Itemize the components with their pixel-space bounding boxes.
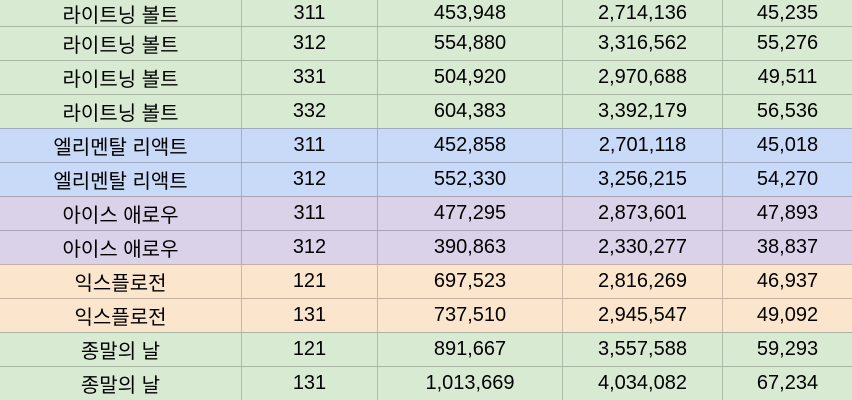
- cell-value-1[interactable]: 604,383: [378, 95, 563, 128]
- cell-value-1[interactable]: 453,948: [378, 0, 563, 26]
- cell-code[interactable]: 311: [242, 197, 378, 230]
- cell-value-2[interactable]: 3,392,179: [563, 95, 723, 128]
- table-row: 익스플로전 131 737,510 2,945,547 49,092: [0, 298, 852, 332]
- cell-code[interactable]: 131: [242, 367, 378, 400]
- cell-skill-name[interactable]: 라이트닝 볼트: [0, 0, 242, 26]
- cell-value-3[interactable]: 38,837: [756, 236, 819, 258]
- table-row: 익스플로전 121 697,523 2,816,269 46,937: [0, 264, 852, 298]
- cell-value-1[interactable]: 552,330: [378, 163, 563, 196]
- cell-code[interactable]: 121: [242, 333, 378, 366]
- cell-code[interactable]: 121: [242, 265, 378, 298]
- table-row: 종말의 날 121 891,667 3,557,588 59,293: [0, 332, 852, 366]
- cell-code[interactable]: 332: [242, 95, 378, 128]
- cell-value-2[interactable]: 3,557,588: [563, 333, 723, 366]
- cell-value-3[interactable]: 49,092: [756, 304, 819, 326]
- cell-value-1[interactable]: 452,858: [378, 129, 563, 162]
- cell-value-2[interactable]: 2,701,118: [563, 129, 723, 162]
- cell-value-1[interactable]: 737,510: [378, 299, 563, 332]
- cell-skill-name[interactable]: 익스플로전: [0, 265, 242, 298]
- table-row: 엘리멘탈 리액트 311 452,858 2,701,118 45,018: [0, 128, 852, 162]
- cell-value-1[interactable]: 891,667: [378, 333, 563, 366]
- cell-value-2[interactable]: 2,945,547: [563, 299, 723, 332]
- cell-value-2[interactable]: 4,034,082: [563, 367, 723, 400]
- cell-value-3[interactable]: 46,937: [756, 270, 819, 292]
- cell-value-1[interactable]: 390,863: [378, 231, 563, 264]
- cell-value-1[interactable]: 697,523: [378, 265, 563, 298]
- cell-skill-name[interactable]: 종말의 날: [0, 367, 242, 400]
- cell-value-2[interactable]: 2,714,136: [563, 0, 723, 26]
- cell-value-2[interactable]: 3,316,562: [563, 27, 723, 60]
- cell-skill-name[interactable]: 엘리멘탈 리액트: [0, 129, 242, 162]
- cell-value-2[interactable]: 2,970,688: [563, 61, 723, 94]
- cell-value-1[interactable]: 477,295: [378, 197, 563, 230]
- table-row: 라이트닝 볼트 332 604,383 3,392,179 56,536: [0, 94, 852, 128]
- cell-value-3[interactable]: 55,276: [756, 32, 819, 54]
- cell-value-3[interactable]: 45,235: [756, 1, 819, 24]
- cell-value-1[interactable]: 1,013,669: [378, 367, 563, 400]
- cell-skill-name[interactable]: 아이스 애로우: [0, 197, 242, 230]
- table-row: 라이트닝 볼트 331 504,920 2,970,688 49,511: [0, 60, 852, 94]
- cell-skill-name[interactable]: 라이트닝 볼트: [0, 95, 242, 128]
- cell-skill-name[interactable]: 라이트닝 볼트: [0, 61, 242, 94]
- cell-code[interactable]: 312: [242, 27, 378, 60]
- table-row: 엘리멘탈 리액트 312 552,330 3,256,215 54,270: [0, 162, 852, 196]
- table-row: 라이트닝 볼트 312 554,880 3,316,562 55,276: [0, 26, 852, 60]
- cell-value-1[interactable]: 554,880: [378, 27, 563, 60]
- cell-value-2[interactable]: 2,330,277: [563, 231, 723, 264]
- cell-value-3[interactable]: 47,893: [756, 202, 819, 224]
- cell-value-1[interactable]: 504,920: [378, 61, 563, 94]
- cell-code[interactable]: 131: [242, 299, 378, 332]
- cell-value-2[interactable]: 2,873,601: [563, 197, 723, 230]
- cell-value-3[interactable]: 67,234: [756, 372, 819, 394]
- table-row: 라이트닝 볼트 311 453,948 2,714,136 45,235: [0, 0, 852, 26]
- cell-code[interactable]: 311: [242, 0, 378, 26]
- cell-value-3[interactable]: 45,018: [756, 134, 819, 156]
- table-row: 아이스 애로우 312 390,863 2,330,277 38,837: [0, 230, 852, 264]
- cell-code[interactable]: 311: [242, 129, 378, 162]
- cell-value-3[interactable]: 59,293: [756, 338, 819, 360]
- cell-skill-name[interactable]: 엘리멘탈 리액트: [0, 163, 242, 196]
- cell-skill-name[interactable]: 라이트닝 볼트: [0, 27, 242, 60]
- cell-skill-name[interactable]: 아이스 애로우: [0, 231, 242, 264]
- cell-code[interactable]: 312: [242, 163, 378, 196]
- cell-code[interactable]: 331: [242, 61, 378, 94]
- table-row: 종말의 날 131 1,013,669 4,034,082 67,234: [0, 366, 852, 400]
- cell-value-3[interactable]: 56,536: [756, 100, 819, 122]
- cell-skill-name[interactable]: 종말의 날: [0, 333, 242, 366]
- cell-code[interactable]: 312: [242, 231, 378, 264]
- cell-value-2[interactable]: 2,816,269: [563, 265, 723, 298]
- cell-value-3[interactable]: 54,270: [756, 168, 819, 190]
- table-row: 아이스 애로우 311 477,295 2,873,601 47,893: [0, 196, 852, 230]
- cell-skill-name[interactable]: 익스플로전: [0, 299, 242, 332]
- cell-value-3[interactable]: 49,511: [757, 66, 818, 88]
- cell-value-2[interactable]: 3,256,215: [563, 163, 723, 196]
